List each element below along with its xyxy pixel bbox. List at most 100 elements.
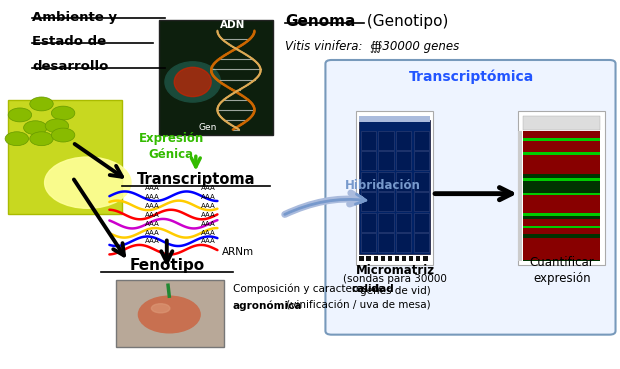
Text: Estado de: Estado de bbox=[32, 35, 107, 48]
Ellipse shape bbox=[165, 62, 221, 102]
Bar bbox=[523, 138, 600, 141]
Bar bbox=[361, 192, 376, 211]
Bar bbox=[360, 120, 430, 254]
Bar bbox=[523, 131, 600, 261]
Bar bbox=[115, 280, 224, 348]
Bar bbox=[378, 131, 394, 150]
Bar bbox=[378, 172, 394, 191]
Bar bbox=[414, 192, 429, 211]
Bar bbox=[414, 131, 429, 150]
Bar bbox=[396, 233, 412, 252]
Ellipse shape bbox=[151, 304, 170, 313]
Bar bbox=[423, 256, 428, 261]
Bar bbox=[366, 256, 371, 261]
Text: Cuantificar
expresión: Cuantificar expresión bbox=[529, 256, 594, 285]
Circle shape bbox=[51, 106, 75, 120]
Text: ARNm: ARNm bbox=[222, 246, 254, 256]
Text: AAA: AAA bbox=[201, 194, 216, 200]
Text: Expresión
Génica: Expresión Génica bbox=[138, 131, 204, 161]
Bar bbox=[523, 178, 600, 181]
Bar bbox=[414, 172, 429, 191]
Bar bbox=[395, 256, 399, 261]
Text: AAA: AAA bbox=[145, 238, 160, 244]
Bar bbox=[416, 256, 420, 261]
Text: AAA: AAA bbox=[201, 184, 216, 191]
Bar bbox=[378, 192, 394, 211]
Text: Transcriptoma: Transcriptoma bbox=[136, 172, 255, 186]
Bar bbox=[388, 256, 392, 261]
Bar bbox=[414, 152, 429, 170]
Bar bbox=[378, 233, 394, 252]
Bar bbox=[378, 213, 394, 232]
Text: AAA: AAA bbox=[201, 203, 216, 209]
Bar bbox=[381, 256, 385, 261]
Text: AAA: AAA bbox=[145, 230, 160, 236]
Text: Micromatriz: Micromatriz bbox=[356, 264, 435, 277]
Text: AAA: AAA bbox=[201, 238, 216, 244]
Text: ADN: ADN bbox=[220, 20, 246, 30]
Bar bbox=[523, 194, 600, 214]
Circle shape bbox=[45, 119, 69, 133]
Circle shape bbox=[5, 132, 29, 146]
FancyBboxPatch shape bbox=[326, 60, 616, 335]
Bar bbox=[523, 193, 600, 196]
Bar bbox=[523, 115, 600, 130]
Circle shape bbox=[51, 128, 75, 142]
Text: desarrollo: desarrollo bbox=[32, 60, 108, 73]
Bar bbox=[396, 172, 412, 191]
Text: Genoma: Genoma bbox=[285, 14, 356, 29]
Bar bbox=[523, 213, 600, 215]
Bar bbox=[523, 131, 600, 144]
Bar bbox=[518, 111, 605, 265]
Text: Ambiente y: Ambiente y bbox=[32, 11, 117, 24]
Circle shape bbox=[24, 121, 47, 135]
Bar bbox=[518, 131, 522, 261]
Bar bbox=[523, 141, 600, 173]
Text: Composición y caracteres de: Composición y caracteres de bbox=[233, 284, 388, 294]
Bar bbox=[360, 115, 430, 122]
Bar bbox=[414, 213, 429, 232]
Bar bbox=[396, 131, 412, 150]
Text: AAA: AAA bbox=[145, 212, 160, 218]
Bar bbox=[402, 256, 406, 261]
Bar bbox=[361, 233, 376, 252]
Bar bbox=[374, 256, 378, 261]
Bar bbox=[414, 233, 429, 252]
Text: Vitis vinifera:  ∰30000 genes: Vitis vinifera: ∰30000 genes bbox=[285, 40, 459, 53]
Circle shape bbox=[8, 108, 32, 122]
Bar bbox=[523, 219, 600, 234]
Text: AAA: AAA bbox=[201, 230, 216, 236]
Bar bbox=[361, 152, 376, 170]
Bar bbox=[409, 256, 414, 261]
Text: Gen: Gen bbox=[199, 123, 218, 132]
Text: agronómica: agronómica bbox=[233, 300, 303, 311]
Bar bbox=[523, 238, 600, 259]
Ellipse shape bbox=[138, 296, 200, 333]
Bar bbox=[7, 100, 122, 214]
Text: AAA: AAA bbox=[145, 221, 160, 227]
Text: AAA: AAA bbox=[145, 194, 160, 200]
Text: (vinificación / uva de mesa): (vinificación / uva de mesa) bbox=[283, 300, 431, 310]
Bar bbox=[378, 152, 394, 170]
Bar bbox=[361, 172, 376, 191]
Bar bbox=[356, 111, 433, 265]
Ellipse shape bbox=[174, 67, 211, 97]
Bar bbox=[396, 152, 412, 170]
Bar bbox=[361, 131, 376, 150]
Text: Hibridación: Hibridación bbox=[345, 179, 421, 192]
Text: (Genotipo): (Genotipo) bbox=[363, 14, 449, 29]
Text: Transcriptómica: Transcriptómica bbox=[409, 69, 534, 84]
Bar bbox=[523, 225, 600, 228]
Bar bbox=[159, 20, 273, 135]
Circle shape bbox=[30, 97, 53, 111]
Bar bbox=[523, 152, 600, 155]
Circle shape bbox=[30, 132, 53, 146]
Bar bbox=[396, 213, 412, 232]
Bar bbox=[361, 213, 376, 232]
Bar bbox=[360, 256, 364, 261]
Text: (sondas para 30000
genes de vid): (sondas para 30000 genes de vid) bbox=[343, 274, 447, 296]
Text: AAA: AAA bbox=[201, 212, 216, 218]
Text: calidad: calidad bbox=[352, 284, 394, 294]
Bar bbox=[396, 192, 412, 211]
Circle shape bbox=[45, 157, 131, 208]
